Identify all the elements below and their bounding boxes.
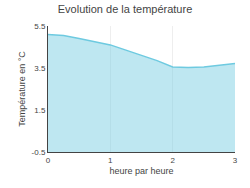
svg-text:0: 0 [46, 156, 51, 165]
svg-text:1: 1 [108, 156, 113, 165]
svg-text:2: 2 [170, 156, 175, 165]
svg-text:heure par heure: heure par heure [109, 166, 173, 176]
svg-text:1.5: 1.5 [34, 106, 46, 115]
svg-text:Température en °C: Température en °C [17, 51, 27, 127]
svg-text:3.5: 3.5 [34, 64, 46, 73]
svg-text:Evolution de la température: Evolution de la température [58, 3, 193, 15]
svg-text:-0.5: -0.5 [32, 148, 46, 157]
svg-text:3: 3 [233, 156, 238, 165]
svg-text:5.5: 5.5 [34, 22, 46, 31]
